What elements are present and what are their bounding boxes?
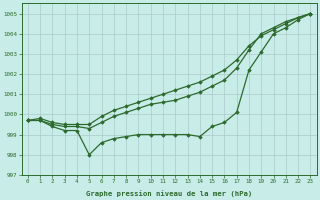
X-axis label: Graphe pression niveau de la mer (hPa): Graphe pression niveau de la mer (hPa) [86,190,252,197]
